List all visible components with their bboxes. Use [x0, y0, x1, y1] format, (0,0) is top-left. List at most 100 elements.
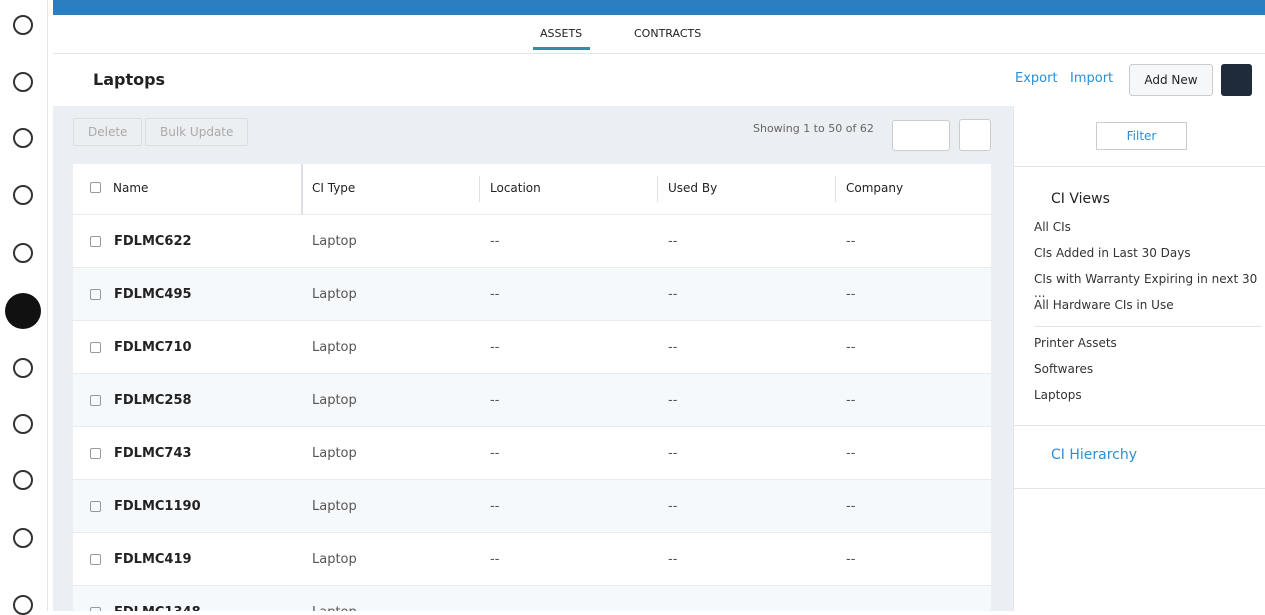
table-cell: -- — [490, 287, 500, 302]
table-cell: -- — [668, 446, 678, 461]
bulk-update-button[interactable]: Bulk Update — [145, 118, 249, 146]
add-new-button[interactable]: Add New — [1129, 64, 1213, 96]
table-cell: -- — [490, 393, 500, 408]
table-cell: -- — [668, 552, 678, 567]
table-row: FDLMC710 Laptop -- -- -- — [73, 320, 991, 374]
nav-icon-active[interactable] — [5, 293, 41, 329]
table-cell: Laptop — [312, 340, 357, 355]
view-link[interactable]: Printer Assets — [1034, 336, 1117, 350]
table-cell: -- — [668, 499, 678, 514]
divider — [1014, 425, 1265, 426]
top-bar — [53, 0, 1265, 15]
table-cell: Laptop — [312, 234, 357, 249]
nav-icon[interactable] — [13, 243, 33, 263]
table-cell: Laptop — [312, 446, 357, 461]
column-divider — [835, 176, 836, 202]
table-row: FDLMC1348 Laptop -- -- -- — [73, 585, 991, 611]
table-cell: Laptop — [312, 552, 357, 567]
table-cell: Laptop — [312, 393, 357, 408]
table-cell: -- — [490, 234, 500, 249]
nav-icon[interactable] — [13, 414, 33, 434]
pager[interactable] — [892, 120, 950, 151]
column-header[interactable]: Company — [846, 181, 904, 195]
import-link[interactable]: Import — [1070, 71, 1114, 86]
checkbox[interactable] — [90, 395, 101, 406]
table-cell[interactable]: FDLMC710 — [114, 340, 192, 355]
nav-icon[interactable] — [13, 595, 33, 615]
checkbox[interactable] — [90, 554, 101, 565]
table-cell: Laptop — [312, 499, 357, 514]
view-link[interactable]: Softwares — [1034, 362, 1094, 376]
table-cell: -- — [846, 499, 856, 514]
column-header[interactable]: Used By — [668, 181, 718, 195]
nav-icon[interactable] — [13, 358, 33, 378]
table-cell: -- — [846, 234, 856, 249]
table-cell: -- — [668, 393, 678, 408]
table-row: FDLMC622 Laptop -- -- -- — [73, 214, 991, 268]
nav-icon[interactable] — [13, 528, 33, 548]
filter-button[interactable]: Filter — [1096, 122, 1187, 150]
table-cell[interactable]: FDLMC743 — [114, 446, 192, 461]
view-link[interactable]: All CIs — [1034, 220, 1071, 234]
table-cell: -- — [846, 605, 855, 611]
table-row: FDLMC495 Laptop -- -- -- — [73, 267, 991, 321]
filter-toggle[interactable] — [1221, 64, 1252, 96]
table-cell: -- — [846, 340, 856, 355]
table-cell: Laptop — [312, 605, 357, 611]
table-row: FDLMC743 Laptop -- -- -- — [73, 426, 991, 480]
checkbox[interactable] — [90, 448, 101, 459]
table-row: FDLMC419 Laptop -- -- -- — [73, 532, 991, 586]
checkbox[interactable] — [90, 236, 101, 247]
tab-underline — [533, 47, 590, 50]
table-cell: -- — [846, 393, 856, 408]
view-link[interactable]: All Hardware CIs in Use — [1034, 298, 1174, 312]
table-cell[interactable]: FDLMC622 — [114, 234, 192, 249]
table-cell[interactable]: FDLMC1190 — [114, 499, 201, 514]
page-title: Laptops — [93, 70, 166, 89]
column-divider — [657, 176, 658, 202]
nav-icon[interactable] — [13, 470, 33, 490]
table-cell[interactable]: FDLMC495 — [114, 287, 192, 302]
table-cell: -- — [846, 446, 856, 461]
table-cell: -- — [846, 287, 856, 302]
table-cell: -- — [668, 605, 677, 611]
table-cell: Laptop — [312, 287, 357, 302]
checkbox[interactable] — [90, 607, 101, 611]
column-header[interactable]: Name — [113, 181, 149, 195]
table-cell: -- — [668, 234, 678, 249]
checkbox[interactable] — [90, 342, 101, 353]
table: Name CI Type Location Used By Company FDLMC62… — [73, 164, 991, 611]
checkbox[interactable] — [90, 289, 101, 300]
table-cell: -- — [490, 446, 500, 461]
view-link[interactable]: CIs with Warranty Expiring in next 30 ..… — [1034, 272, 1258, 300]
column-header[interactable]: CI Type — [312, 181, 356, 195]
view-link[interactable]: CIs Added in Last 30 Days — [1034, 246, 1191, 260]
table-cell: -- — [490, 499, 500, 514]
tab[interactable]: ASSETS — [540, 27, 583, 40]
hierarchy-link[interactable]: CI Hierarchy — [1051, 447, 1138, 463]
table-cell[interactable]: FDLMC258 — [114, 393, 192, 408]
table-row: FDLMC258 Laptop -- -- -- — [73, 373, 991, 427]
divider — [1014, 166, 1265, 167]
view-link[interactable]: Laptops — [1034, 388, 1082, 402]
showing-text: Showing 1 to 50 of 62 — [753, 122, 874, 135]
nav-icon[interactable] — [13, 72, 33, 92]
tab[interactable]: CONTRACTS — [634, 27, 702, 40]
table-row: FDLMC1190 Laptop -- -- -- — [73, 479, 991, 533]
settings-button[interactable] — [959, 119, 991, 151]
views-title: CI Views — [1051, 191, 1110, 207]
export-link[interactable]: Export — [1015, 71, 1058, 86]
checkbox[interactable] — [90, 501, 101, 512]
table-cell[interactable]: FDLMC1348 — [114, 605, 201, 611]
nav-icon[interactable] — [13, 185, 33, 205]
table-cell: -- — [490, 552, 500, 567]
column-divider — [479, 176, 480, 202]
table-header: Name CI Type Location Used By Company — [73, 164, 991, 611]
delete-button[interactable]: Delete — [73, 118, 143, 146]
nav-icon[interactable] — [13, 128, 33, 148]
table-cell[interactable]: FDLMC419 — [114, 552, 192, 567]
nav-icon[interactable] — [13, 15, 33, 35]
column-header[interactable]: Location — [490, 181, 541, 195]
checkbox[interactable] — [90, 182, 101, 193]
